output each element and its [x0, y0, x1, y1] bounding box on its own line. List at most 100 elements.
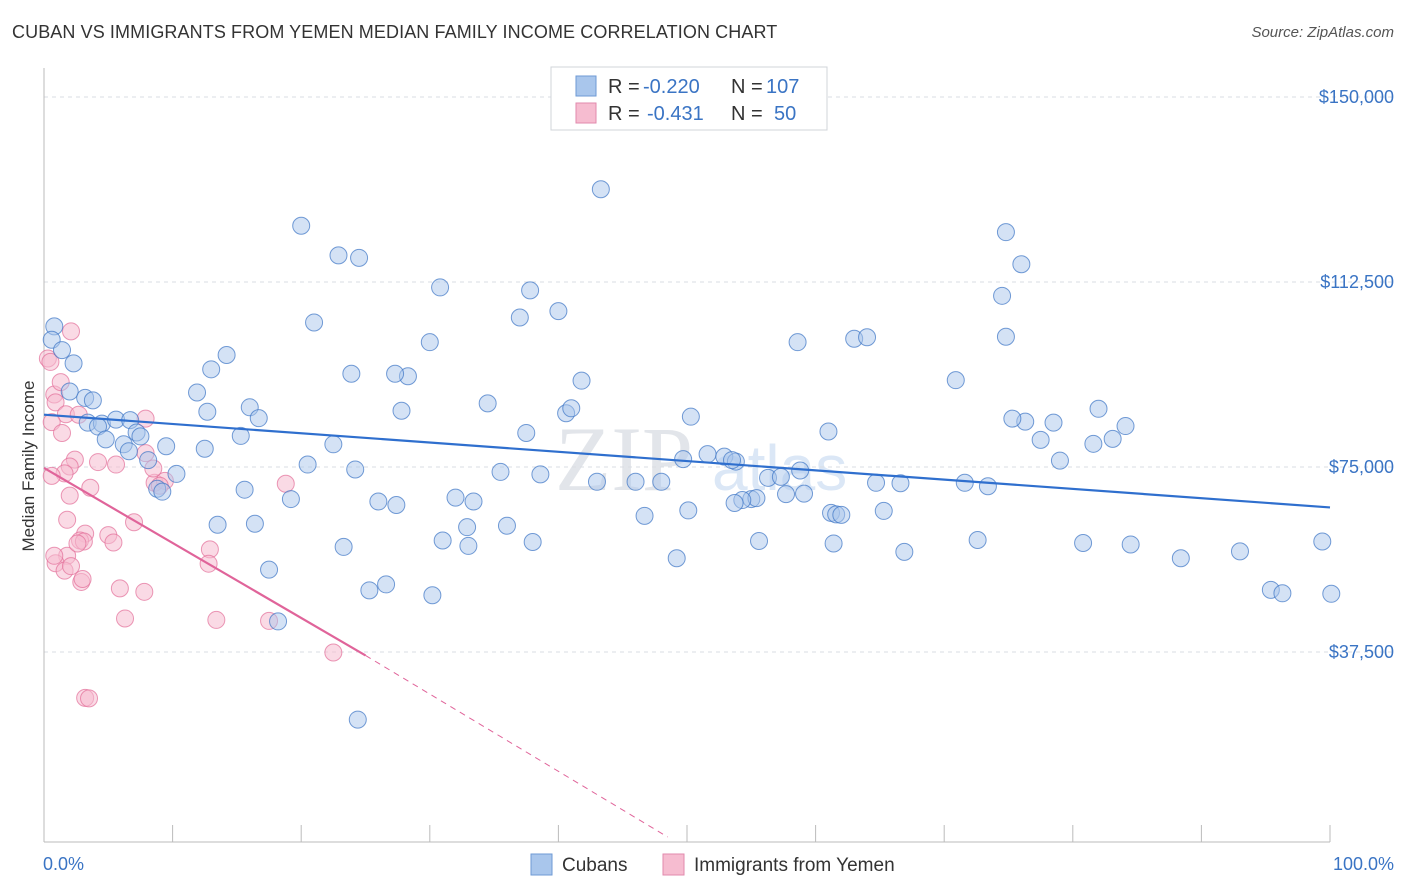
legend-n-value-1: 107 — [766, 76, 799, 98]
cubans-point-19 — [167, 464, 186, 483]
cubans-point-31 — [208, 515, 227, 534]
cubans-point-36 — [298, 455, 317, 474]
cubans-trend-line — [43, 413, 1331, 509]
yemen-point-17 — [107, 455, 126, 474]
cubans-point-63 — [549, 302, 568, 321]
cubans-point-50 — [386, 364, 405, 383]
cubans-point-62 — [523, 532, 542, 551]
cubans-point-112 — [996, 327, 1015, 346]
legend-swatch-yemen — [575, 102, 597, 124]
yemen-point-15 — [58, 510, 77, 529]
yemen-point-16 — [89, 453, 108, 472]
cubans-point-129 — [1322, 584, 1341, 603]
cubans-point-114 — [1003, 409, 1022, 428]
cubans-point-94 — [679, 501, 698, 520]
cubans-point-70 — [387, 495, 406, 514]
cubans-point-85 — [777, 485, 796, 504]
axes — [43, 68, 1331, 843]
cubans-point-104 — [867, 473, 886, 492]
cubans-point-81 — [723, 451, 742, 470]
series-yemen-points — [38, 322, 343, 708]
cubans-point-13 — [96, 430, 115, 449]
cubans-point-35 — [281, 490, 300, 509]
cubans-point-47 — [360, 581, 379, 600]
yemen-point-34 — [135, 582, 154, 601]
cubans-point-105 — [891, 474, 910, 493]
cubans-point-16 — [119, 442, 138, 461]
cubans-point-4 — [60, 382, 79, 401]
cubans-point-22 — [195, 439, 214, 458]
bottom-legend-swatch-cubans — [530, 853, 553, 876]
legend-swatch-cubans — [575, 75, 597, 97]
cubans-point-6 — [83, 391, 102, 410]
cubans-point-68 — [459, 536, 478, 555]
cubans-point-24 — [188, 383, 207, 402]
cubans-point-102 — [858, 328, 877, 347]
legend-r-value-1: -0.220 — [643, 76, 700, 98]
cubans-point-29 — [198, 402, 217, 421]
cubans-point-120 — [1089, 399, 1108, 418]
cubans-point-126 — [1230, 542, 1249, 561]
cubans-point-44 — [342, 364, 361, 383]
series-cubans-points — [42, 180, 1341, 729]
cubans-point-123 — [1121, 535, 1140, 554]
legend-n-value-2: 50 — [774, 103, 796, 125]
cubans-point-39 — [346, 460, 365, 479]
cubans-point-89 — [832, 505, 851, 524]
legend-n-label-2: N = — [731, 103, 763, 125]
cubans-point-97 — [635, 506, 654, 525]
x-tick-label-left: 0.0% — [43, 854, 84, 874]
cubans-point-84 — [750, 532, 769, 550]
cubans-point-66 — [572, 371, 591, 390]
cubans-point-71 — [348, 710, 367, 729]
cubans-point-98 — [667, 549, 686, 568]
cubans-point-45 — [369, 492, 388, 511]
cubans-point-40 — [292, 216, 311, 235]
cubans-point-69 — [423, 586, 442, 605]
cubans-point-116 — [1044, 413, 1063, 432]
cubans-point-100 — [819, 422, 838, 441]
yemen-point-8 — [62, 322, 81, 341]
cubans-point-48 — [392, 401, 411, 420]
cubans-point-121 — [1103, 429, 1122, 448]
cubans-point-125 — [1313, 532, 1332, 551]
cubans-point-110 — [968, 531, 987, 550]
cubans-point-34 — [269, 612, 288, 631]
yemen-point-1 — [41, 352, 60, 371]
series-legend: Cubans Immigrants from Yemen — [530, 853, 895, 876]
cubans-point-75 — [652, 472, 671, 491]
cubans-point-3 — [64, 354, 83, 373]
yemen-trend-line — [43, 467, 367, 657]
yemen-trend-extension — [365, 655, 668, 838]
cubans-point-23 — [231, 426, 250, 445]
y-tick-labels: $37,500 $75,000 $112,500 $150,000 — [1319, 87, 1394, 662]
cubans-point-124 — [1171, 549, 1190, 568]
cubans-point-51 — [420, 333, 439, 352]
cubans-point-99 — [788, 333, 807, 352]
cubans-point-78 — [698, 445, 717, 464]
y-tick-label-3: $150,000 — [1319, 87, 1394, 107]
cubans-point-115 — [1031, 430, 1050, 449]
cubans-point-67 — [587, 472, 606, 491]
cubans-point-17 — [139, 451, 158, 470]
cubans-point-37 — [324, 435, 343, 454]
cubans-point-58 — [491, 462, 510, 481]
cubans-point-60 — [517, 423, 536, 442]
cubans-point-2 — [53, 341, 72, 360]
cubans-point-26 — [217, 346, 236, 365]
yemen-point-38 — [207, 610, 226, 629]
cubans-point-43 — [305, 313, 324, 332]
trend-lines — [43, 413, 1331, 838]
cubans-point-86 — [795, 484, 814, 503]
cubans-point-61 — [531, 465, 550, 484]
legend-box — [550, 66, 828, 131]
yemen-point-31 — [62, 557, 81, 576]
yemen-point-22 — [104, 533, 123, 552]
cubans-point-30 — [235, 480, 254, 499]
cubans-point-106 — [895, 542, 914, 561]
y-tick-label-1: $75,000 — [1329, 457, 1394, 477]
cubans-point-103 — [874, 501, 893, 520]
yemen-point-33 — [110, 579, 129, 598]
legend-r-label-2: R = — [608, 103, 640, 125]
